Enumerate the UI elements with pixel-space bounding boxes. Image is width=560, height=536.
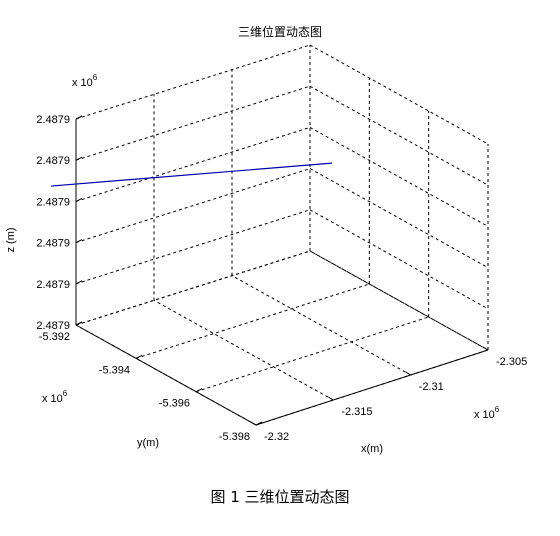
z-tick-mark <box>75 156 83 161</box>
floor-grid-line-y <box>195 316 429 393</box>
left-wall-grid-horizontal <box>75 168 311 244</box>
y-tick-mark <box>135 354 143 359</box>
figure-caption: 图 1 三维位置动态图 <box>210 488 350 506</box>
z-tick-label: 2.4879 <box>36 155 70 167</box>
y-exponent-base: x 10 <box>42 393 63 405</box>
x-tick-mark <box>328 396 334 401</box>
y-exponent-power: 6 <box>63 389 68 398</box>
right-wall-grid-horizontal <box>309 126 489 227</box>
tick-labels: 2.48792.48792.48792.48792.48792.4879-5.3… <box>36 114 527 443</box>
floor-grid-line-x <box>309 250 489 351</box>
z-exponent-power: 6 <box>93 73 98 82</box>
floor-grid-line-x <box>153 299 334 401</box>
y-axis-label: y(m) <box>137 437 159 449</box>
floor-grid-line-y <box>135 283 370 359</box>
y-exponent-label: x 106 <box>42 389 68 405</box>
right-wall-grid-horizontal <box>309 209 489 310</box>
x-axis-label: x(m) <box>361 443 383 455</box>
z-axis-label: z (m) <box>5 227 17 252</box>
y-tick-label: -5.398 <box>219 431 250 443</box>
z-tick-label: 2.4879 <box>36 114 70 126</box>
x-exponent-label: x 106 <box>474 405 500 421</box>
y-tick-mark <box>75 321 83 326</box>
floor-grid-line-x <box>231 275 411 376</box>
trajectory-line <box>51 162 333 187</box>
x-tick-mark <box>482 346 489 351</box>
z-tick-label: 2.4879 <box>36 320 70 332</box>
left-wall-grid-horizontal <box>75 250 311 326</box>
x-tick-label: -2.305 <box>496 356 527 368</box>
x-tick-mark <box>250 421 257 426</box>
left-wall-grid-horizontal <box>75 44 311 120</box>
x-exponent-power: 6 <box>495 405 500 414</box>
right-wall-grid-horizontal <box>309 168 489 269</box>
x-tick-mark <box>405 371 411 376</box>
z-exponent-label: x 106 <box>72 73 98 89</box>
left-wall-grid-horizontal <box>75 209 311 285</box>
chart-title: 三维位置动态图 <box>238 24 322 39</box>
z-tick-mark <box>75 115 83 120</box>
z-tick-label: 2.4879 <box>36 196 70 208</box>
z-tick-mark <box>75 239 83 244</box>
series <box>51 162 333 187</box>
y-tick-label: -5.394 <box>99 364 130 376</box>
y-tick-label: -5.392 <box>39 331 70 343</box>
y-axis-line <box>75 324 257 426</box>
z-tick-mark <box>75 197 83 202</box>
right-wall-grid-horizontal <box>309 44 489 145</box>
left-wall-grid-horizontal <box>75 126 311 202</box>
right-wall-grid-horizontal <box>309 85 489 186</box>
z-tick-label: 2.4879 <box>36 279 70 291</box>
z-tick-mark <box>75 280 83 285</box>
x-axis-line <box>255 349 489 426</box>
y-tick-label: -5.396 <box>159 398 190 410</box>
right-wall-grid-horizontal <box>309 250 489 351</box>
z-exponent-base: x 10 <box>72 77 93 89</box>
left-wall-grid-horizontal <box>75 85 311 161</box>
x-tick-label: -2.31 <box>419 381 444 393</box>
y-tick-mark <box>255 421 263 426</box>
x-tick-label: -2.32 <box>264 431 289 443</box>
chart-3d: 三维位置动态图 x 106 x 106 x 106 z (m) y(m) x(m… <box>5 24 527 455</box>
grid <box>75 44 489 426</box>
x-exponent-base: x 10 <box>474 409 495 421</box>
x-tick-label: -2.315 <box>341 406 372 418</box>
axes <box>75 115 489 426</box>
y-tick-mark <box>195 388 203 393</box>
z-tick-label: 2.4879 <box>36 238 70 250</box>
